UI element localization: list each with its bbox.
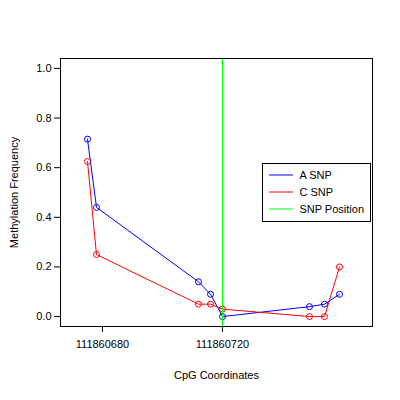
svg-text:Methylation Frequency: Methylation Frequency [8, 136, 20, 248]
html-text:A SNP: A SNP [299, 169, 332, 181]
svg-text:0.8: 0.8 [36, 112, 51, 124]
svg-text:0.4: 0.4 [36, 211, 51, 223]
svg-text:1.0: 1.0 [36, 62, 51, 74]
svg-text:0.6: 0.6 [36, 161, 51, 173]
svg-text:111860680: 111860680 [76, 338, 129, 350]
svg-text:0.2: 0.2 [36, 260, 51, 272]
svg-text:CpG Coordinates: CpG Coordinates [174, 369, 259, 381]
html-text:SNP Position: SNP Position [299, 203, 364, 215]
svg-text:111860720: 111860720 [196, 338, 249, 350]
html-text:C SNP: C SNP [299, 186, 333, 198]
svg-text:0.0: 0.0 [36, 310, 51, 322]
